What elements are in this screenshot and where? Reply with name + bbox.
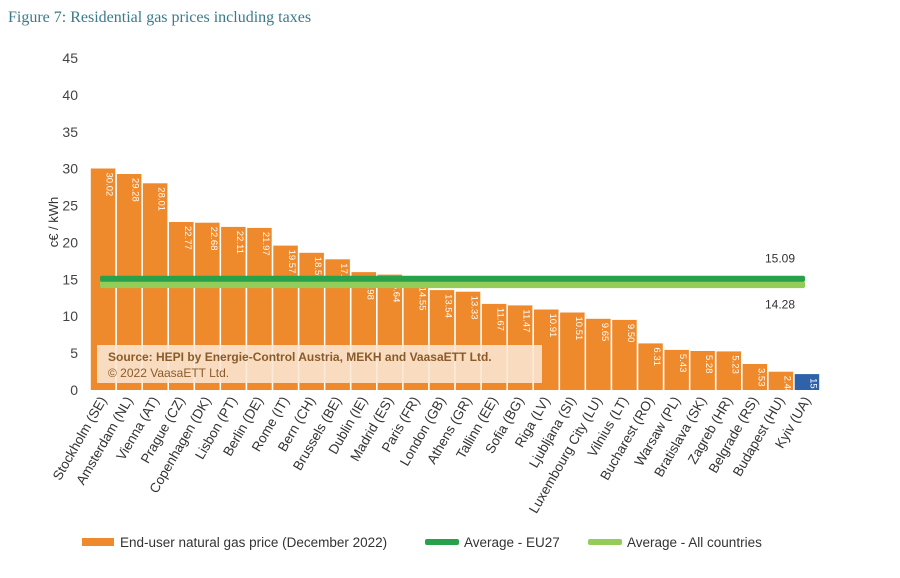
bar-26 [768,371,794,390]
value-label-12: 14.55 [416,287,427,311]
source-line-1: Source: HEPI by Energie-Control Austria,… [108,350,492,364]
y-tick-label: 10 [62,308,78,324]
value-label-1: 29.28 [130,178,141,202]
value-label-0: 30.02 [104,173,115,197]
y-tick-label: 20 [62,234,78,250]
source-background [97,345,542,383]
value-label-23: 5.28 [703,355,714,374]
y-axis-ticks: 0 5 10 15 20 25 30 35 40 45 [62,50,78,398]
value-label-4: 22.68 [208,227,219,251]
legend-swatch-eu27 [425,539,459,545]
y-tick-label: 45 [62,50,78,66]
value-label-2: 28.01 [156,187,167,211]
value-label-3: 22.77 [182,226,193,250]
bar-21 [638,343,663,390]
y-tick-label: 35 [62,124,78,140]
y-tick-label: 15 [62,271,78,287]
bar-20 [612,319,637,390]
value-label-22: 5.43 [677,354,688,373]
bar-19 [586,318,611,390]
figure-title: Figure 7: Residential gas prices includi… [8,9,312,26]
value-label-18: 10.51 [573,317,584,341]
average-all-value: 14.28 [765,298,795,312]
source-annotation: Source: HEPI by Energie-Control Austria,… [97,345,542,383]
y-tick-label: 0 [70,382,78,398]
value-label-16: 11.47 [521,309,532,332]
reference-lines: 15.09 14.28 [100,252,805,312]
y-tick-label: 40 [62,87,78,103]
y-tick-label: 30 [62,161,78,177]
value-label-6: 21.97 [260,232,271,256]
value-label-8: 18.59 [312,257,323,281]
source-line-2: © 2022 VaasaETT Ltd. [108,366,229,380]
bar-27 [794,374,820,390]
value-label-27: 15 [808,378,819,389]
bar-24 [716,351,741,390]
average-eu27-line [100,275,805,282]
value-label-9: 17.71 [338,263,349,287]
legend: End-user natural gas price (December 202… [82,535,762,550]
value-label-11: 15.64 [390,279,401,303]
bar-25 [742,364,768,390]
value-label-15: 11.67 [495,308,506,331]
bar-23 [690,351,715,390]
value-label-5: 22.11 [234,231,245,254]
value-label-14: 13.33 [469,296,480,320]
value-labels: 30.02 29.28 28.01 22.77 22.68 22.11 21.97 19.57… [104,173,819,395]
legend-label-all: Average - All countries [627,535,762,550]
value-label-17: 10.91 [547,314,558,338]
bar-22 [664,349,689,390]
value-label-13: 13.54 [443,294,454,318]
y-axis-label: c€ / kWh [46,197,61,248]
legend-swatch-bars [82,538,114,546]
value-label-25: 3.53 [755,368,766,387]
value-label-21: 6.31 [651,347,662,366]
x-axis-categories: Stockholm (SE)Amsterdam (NL)Vienna (AT)P… [50,394,814,516]
y-tick-label: 5 [70,345,78,361]
legend-swatch-all [588,539,622,545]
bar-18 [560,312,585,390]
legend-label-eu27: Average - EU27 [464,535,560,550]
value-label-7: 19.57 [286,250,297,274]
legend-label-bars: End-user natural gas price (December 202… [120,535,387,550]
value-label-24: 5.23 [729,355,740,374]
average-all-countries-line [100,281,805,289]
value-label-20: 9.50 [625,324,636,343]
value-label-19: 9.65 [599,323,610,342]
value-label-26: 2.48 [781,376,792,395]
average-eu27-value: 15.09 [765,252,795,266]
y-tick-label: 25 [62,198,78,214]
